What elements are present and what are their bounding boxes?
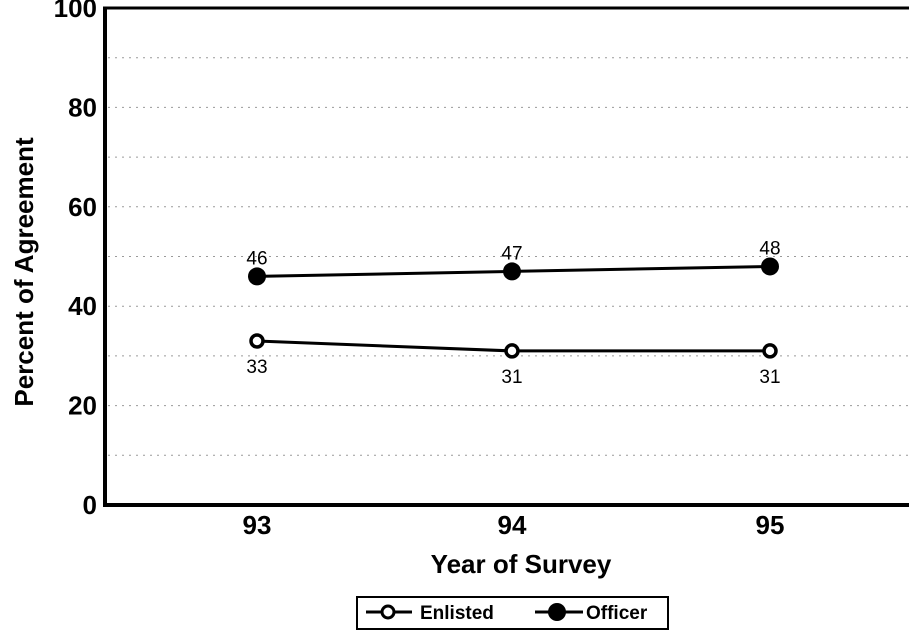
x-tick-labels: 93 94 95 bbox=[243, 510, 785, 540]
series-officer: 46 47 48 bbox=[246, 238, 781, 286]
series-layer: 33 31 31 46 47 48 bbox=[246, 238, 780, 387]
x-tick-label: 93 bbox=[243, 510, 272, 540]
legend-officer-marker bbox=[548, 603, 566, 621]
axes bbox=[103, 6, 909, 507]
data-label-enlisted: 31 bbox=[759, 367, 780, 388]
data-label-enlisted: 33 bbox=[246, 357, 267, 378]
data-label-enlisted: 31 bbox=[501, 367, 522, 388]
data-point-officer bbox=[248, 267, 266, 286]
y-tick-label: 20 bbox=[68, 391, 97, 421]
y-tick-label: 100 bbox=[54, 0, 97, 23]
data-point-enlisted bbox=[504, 343, 520, 359]
y-axis-label: Percent of Agreement bbox=[9, 137, 39, 407]
data-point-enlisted bbox=[762, 343, 778, 359]
y-tick-label: 60 bbox=[68, 192, 97, 222]
legend-enlisted-marker bbox=[380, 604, 396, 620]
legend-enlisted-label: Enlisted bbox=[420, 603, 494, 624]
x-axis-label: Year of Survey bbox=[431, 549, 612, 579]
data-point-enlisted bbox=[249, 333, 265, 349]
x-tick-label: 94 bbox=[498, 510, 527, 540]
y-tick-label: 0 bbox=[83, 490, 97, 520]
legend-officer-label: Officer bbox=[586, 603, 648, 624]
data-label-officer: 46 bbox=[246, 248, 267, 269]
x-tick-label: 95 bbox=[756, 510, 785, 540]
y-tick-label: 40 bbox=[68, 291, 97, 321]
y-tick-label: 80 bbox=[68, 92, 97, 122]
y-tick-labels: 0 20 40 60 80 100 bbox=[54, 0, 97, 520]
gridlines bbox=[108, 57, 909, 456]
series-enlisted: 33 31 31 bbox=[246, 333, 781, 388]
data-label-officer: 47 bbox=[501, 243, 522, 264]
data-point-officer bbox=[503, 262, 521, 281]
legend: Enlisted Officer bbox=[356, 596, 669, 630]
data-point-officer bbox=[761, 257, 779, 276]
data-label-officer: 48 bbox=[759, 238, 780, 259]
